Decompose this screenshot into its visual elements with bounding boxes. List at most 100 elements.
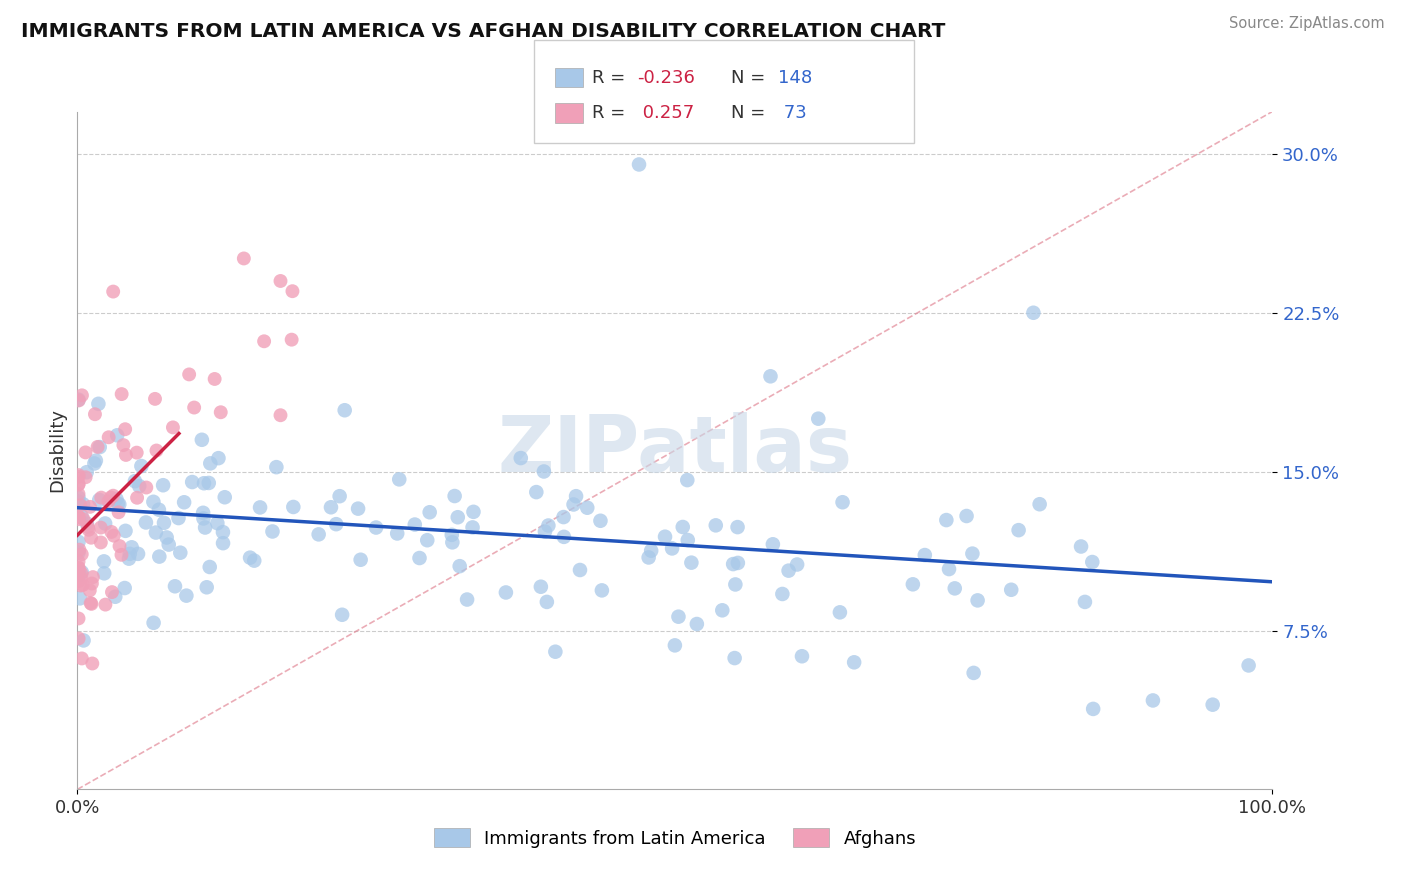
Text: 73: 73	[778, 104, 806, 122]
Point	[204, 372, 226, 386]
Point	[103, 285, 124, 299]
Point	[1142, 693, 1164, 707]
Point	[347, 501, 370, 516]
Point	[280, 333, 302, 347]
Point	[1074, 595, 1097, 609]
Point	[67, 632, 90, 646]
Point	[724, 651, 747, 665]
Point	[533, 465, 555, 479]
Point	[676, 533, 699, 547]
Point	[70, 570, 93, 584]
Point	[668, 609, 690, 624]
Point	[329, 489, 352, 503]
Point	[67, 535, 90, 549]
Point	[83, 457, 105, 471]
Point	[105, 428, 128, 442]
Point	[70, 565, 93, 579]
Point	[70, 651, 93, 665]
Point	[711, 603, 734, 617]
Point	[786, 558, 808, 572]
Point	[76, 465, 98, 479]
Point	[67, 565, 90, 579]
Point	[404, 517, 426, 532]
Point	[114, 422, 136, 436]
Point	[232, 252, 254, 266]
Point	[387, 526, 409, 541]
Point	[914, 548, 936, 562]
Point	[456, 592, 478, 607]
Point	[148, 502, 170, 516]
Point	[118, 551, 141, 566]
Point	[162, 420, 184, 434]
Point	[153, 516, 176, 530]
Text: ZIPatlas: ZIPatlas	[498, 412, 852, 489]
Point	[790, 649, 813, 664]
Point	[963, 665, 986, 680]
Point	[67, 545, 90, 559]
Point	[67, 574, 90, 589]
Point	[67, 392, 90, 407]
Point	[110, 548, 132, 562]
Point	[173, 495, 195, 509]
Point	[1000, 582, 1022, 597]
Point	[1081, 555, 1104, 569]
Point	[191, 506, 214, 520]
Point	[509, 451, 531, 466]
Point	[79, 583, 101, 598]
Point	[67, 468, 90, 483]
Point	[86, 440, 108, 454]
Point	[67, 477, 90, 491]
Point	[97, 430, 120, 444]
Point	[67, 393, 90, 408]
Point	[589, 514, 612, 528]
Point	[142, 615, 165, 630]
Point	[388, 472, 411, 486]
Point	[330, 607, 353, 622]
Point	[628, 157, 651, 171]
Point	[107, 505, 129, 519]
Point	[207, 451, 229, 466]
Point	[127, 547, 149, 561]
Point	[661, 541, 683, 556]
Point	[115, 448, 138, 462]
Point	[156, 531, 179, 545]
Point	[103, 489, 124, 503]
Point	[270, 274, 292, 288]
Point	[461, 520, 484, 534]
Point	[100, 524, 122, 539]
Point	[79, 500, 101, 514]
Point	[212, 525, 235, 540]
Point	[131, 458, 153, 473]
Point	[419, 505, 441, 519]
Point	[79, 596, 101, 610]
Point	[901, 577, 924, 591]
Point	[100, 491, 122, 505]
Point	[108, 497, 131, 511]
Point	[80, 576, 103, 591]
Point	[778, 564, 800, 578]
Point	[163, 579, 186, 593]
Point	[67, 477, 90, 491]
Point	[107, 497, 129, 511]
Point	[143, 392, 166, 406]
Point	[108, 539, 131, 553]
Point	[1028, 497, 1050, 511]
Point	[89, 492, 111, 507]
Point	[84, 407, 107, 421]
Point	[672, 520, 695, 534]
Point	[87, 397, 110, 411]
Point	[1007, 523, 1029, 537]
Point	[1201, 698, 1223, 712]
Point	[135, 481, 157, 495]
Point	[191, 433, 214, 447]
Point	[93, 566, 115, 581]
Point	[704, 518, 727, 533]
Point	[97, 494, 120, 508]
Y-axis label: Disability: Disability	[48, 409, 66, 492]
Point	[197, 475, 219, 490]
Point	[443, 489, 465, 503]
Point	[77, 523, 100, 537]
Point	[148, 549, 170, 564]
Point	[69, 578, 91, 592]
Point	[562, 498, 585, 512]
